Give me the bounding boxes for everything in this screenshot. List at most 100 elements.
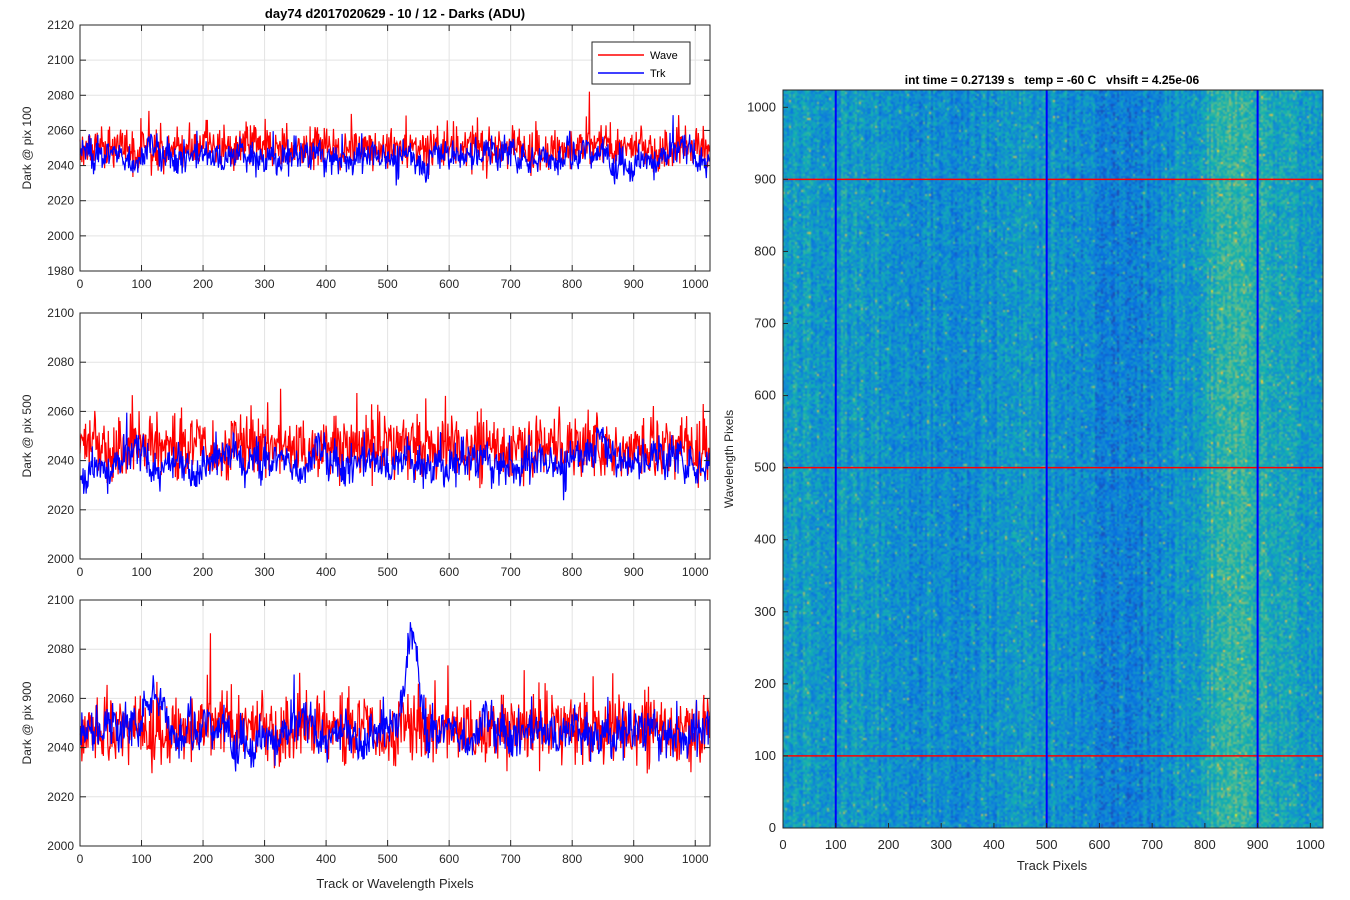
x-tick-label: 100 <box>132 852 152 866</box>
heatmap-xlabel: Track Pixels <box>1017 858 1088 873</box>
y-tick-label: 0 <box>769 820 776 835</box>
x-tick-label: 800 <box>562 565 582 579</box>
x-tick-label: 100 <box>825 837 847 852</box>
x-tick-label: 400 <box>316 277 336 291</box>
panel-pix-500: Dark @ pix 500 <box>20 394 34 477</box>
x-tick-label: 500 <box>1036 837 1058 852</box>
y-tick-label: 2000 <box>47 229 74 243</box>
x-tick-label: 0 <box>77 565 84 579</box>
axes-box <box>79 599 711 847</box>
y-tick-label: 2020 <box>47 503 74 517</box>
x-tick-label: 600 <box>439 565 459 579</box>
x-tick-label: 700 <box>1141 837 1163 852</box>
y-tick-label: 2040 <box>47 159 74 173</box>
x-tick-label: 100 <box>132 277 152 291</box>
x-tick-label: 700 <box>501 277 521 291</box>
x-tick-label: 200 <box>193 277 213 291</box>
x-tick-label: 900 <box>1247 837 1269 852</box>
x-tick-label: 900 <box>624 565 644 579</box>
y-tick-label: 900 <box>754 171 776 186</box>
series-line-trk <box>79 412 710 501</box>
axes-box <box>79 24 711 272</box>
x-tick-label: 900 <box>624 852 644 866</box>
x-tick-label: 800 <box>1194 837 1216 852</box>
x-tick-label: 300 <box>930 837 952 852</box>
x-tick-label: 500 <box>378 852 398 866</box>
y-tick-label: 2100 <box>47 306 74 320</box>
y-tick-label: 2060 <box>47 691 74 705</box>
heatmap-panel: int time = 0.27139 s temp = -60 C vhsift… <box>722 73 1200 873</box>
heatmap-axes-box <box>782 89 1324 829</box>
x-tick-label: 400 <box>983 837 1005 852</box>
y-tick-label: 2020 <box>47 194 74 208</box>
legend-box <box>591 41 691 85</box>
panel-pix-100-ylabel: Dark @ pix 100 <box>20 106 34 189</box>
y-tick-label: 100 <box>754 748 776 763</box>
x-tick-label: 1000 <box>682 852 709 866</box>
x-tick-label: 100 <box>132 565 152 579</box>
x-tick-label: 0 <box>77 277 84 291</box>
x-tick-label: 200 <box>878 837 900 852</box>
x-tick-label: 400 <box>316 565 336 579</box>
heatmap-axes: 0 100 200 300 400 500 600 700 800 900 1000 0 100 200 3… <box>747 89 1325 852</box>
y-tick-label: 800 <box>754 243 776 258</box>
axes-box <box>79 312 711 560</box>
y-tick-label: 2080 <box>47 642 74 656</box>
y-tick-label: 1000 <box>747 99 776 114</box>
x-tick-label: 1000 <box>1296 837 1325 852</box>
x-tick-label: 300 <box>255 277 275 291</box>
y-tick-label: 2040 <box>47 741 74 755</box>
y-tick-label: 2020 <box>47 790 74 804</box>
heatmap-ylabel: Wavelength Pixels <box>722 410 736 508</box>
x-tick-label: 600 <box>1089 837 1111 852</box>
x-tick-label: 0 <box>77 852 84 866</box>
y-tick-label: 700 <box>754 316 776 331</box>
x-tick-label: 200 <box>193 852 213 866</box>
x-tick-label: 600 <box>439 852 459 866</box>
y-tick-label: 300 <box>754 604 776 619</box>
x-tick-label: 200 <box>193 565 213 579</box>
panel-pix-100: Dark @ pix 100 <box>20 106 34 189</box>
y-tick-label: 2120 <box>47 18 74 32</box>
x-tick-label: 500 <box>378 277 398 291</box>
x-tick-label: 500 <box>378 565 398 579</box>
figure-title: day74 d2017020629 - 10 / 12 - Darks (ADU… <box>265 6 525 21</box>
x-tick-label: 800 <box>562 277 582 291</box>
heatmap-image <box>783 90 1323 828</box>
x-tick-label: 600 <box>439 277 459 291</box>
x-tick-label: 700 <box>501 852 521 866</box>
x-tick-label: 700 <box>501 565 521 579</box>
x-tick-label: 1000 <box>682 277 709 291</box>
y-tick-label: 2000 <box>47 839 74 853</box>
line-axes-2: 0 100 200 300 400 500 600 700 800 900 1000 2000 2020… <box>47 593 711 866</box>
y-tick-label: 1980 <box>47 264 74 278</box>
legend-label: Wave <box>650 50 678 62</box>
series-line-wave <box>79 633 710 774</box>
y-tick-label: 2000 <box>47 552 74 566</box>
legend: Wave Trk <box>591 41 691 85</box>
x-tick-label: 300 <box>255 565 275 579</box>
y-tick-label: 500 <box>754 460 776 475</box>
x-tick-label: 300 <box>255 852 275 866</box>
y-tick-label: 400 <box>754 532 776 547</box>
series-line-trk <box>79 115 710 186</box>
series-line-wave <box>79 388 710 489</box>
y-tick-label: 2040 <box>47 454 74 468</box>
x-tick-label: 900 <box>624 277 644 291</box>
y-tick-label: 600 <box>754 388 776 403</box>
x-tick-label: 0 <box>779 837 786 852</box>
y-tick-label: 2100 <box>47 53 74 67</box>
x-tick-label: 1000 <box>682 565 709 579</box>
y-tick-label: 2060 <box>47 404 74 418</box>
y-tick-label: 2080 <box>47 88 74 102</box>
legend-label: Trk <box>650 68 666 80</box>
panel-pix-900: Dark @ pix 900 Track or Wavelength Pixel… <box>20 681 474 891</box>
y-tick-label: 200 <box>754 676 776 691</box>
y-tick-label: 2100 <box>47 593 74 607</box>
x-tick-label: 800 <box>562 852 582 866</box>
panel-pix-900-ylabel: Dark @ pix 900 <box>20 681 34 764</box>
x-tick-label: 400 <box>316 852 336 866</box>
series-line-wave <box>79 91 710 179</box>
y-tick-label: 2060 <box>47 123 74 137</box>
